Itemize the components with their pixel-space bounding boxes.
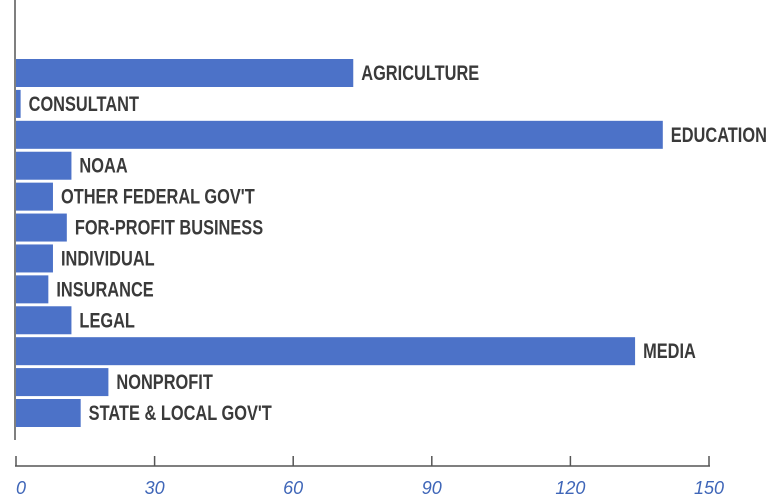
bar-label: LEGAL	[79, 308, 135, 331]
x-tick-label: 60	[283, 478, 303, 498]
x-tick-label: 120	[555, 478, 585, 498]
bar-3	[16, 151, 72, 180]
bar-7	[16, 275, 49, 304]
x-tick-label: 90	[422, 478, 442, 498]
bar-8	[16, 306, 72, 335]
x-tick-label: 150	[694, 478, 724, 498]
bar-10	[16, 368, 109, 397]
bar-4	[16, 182, 53, 211]
bar-label: INSURANCE	[56, 277, 153, 300]
bar-label: CONSULTANT	[29, 92, 140, 115]
bar-1	[16, 89, 21, 118]
bar-6	[16, 244, 53, 273]
x-tick-label: 30	[145, 478, 165, 498]
bar-0	[16, 59, 354, 87]
bar-label: STATE & LOCAL GOV'T	[89, 401, 273, 424]
x-tick-label: 0	[16, 478, 26, 498]
bar-9	[16, 337, 636, 366]
bar-11	[16, 399, 81, 427]
bar-label: NOAA	[79, 154, 128, 177]
bar-label: EDUCATION	[671, 123, 767, 146]
bar-label: NONPROFIT	[116, 370, 213, 393]
bar-5	[16, 213, 67, 242]
bar-label: OTHER FEDERAL GOV'T	[61, 185, 255, 208]
bar-label: MEDIA	[643, 339, 696, 362]
bar-label: AGRICULTURE	[361, 61, 479, 84]
bar-2	[16, 120, 663, 149]
bar-label: INDIVIDUAL	[61, 246, 155, 269]
bar-label: FOR-PROFIT BUSINESS	[75, 216, 263, 239]
